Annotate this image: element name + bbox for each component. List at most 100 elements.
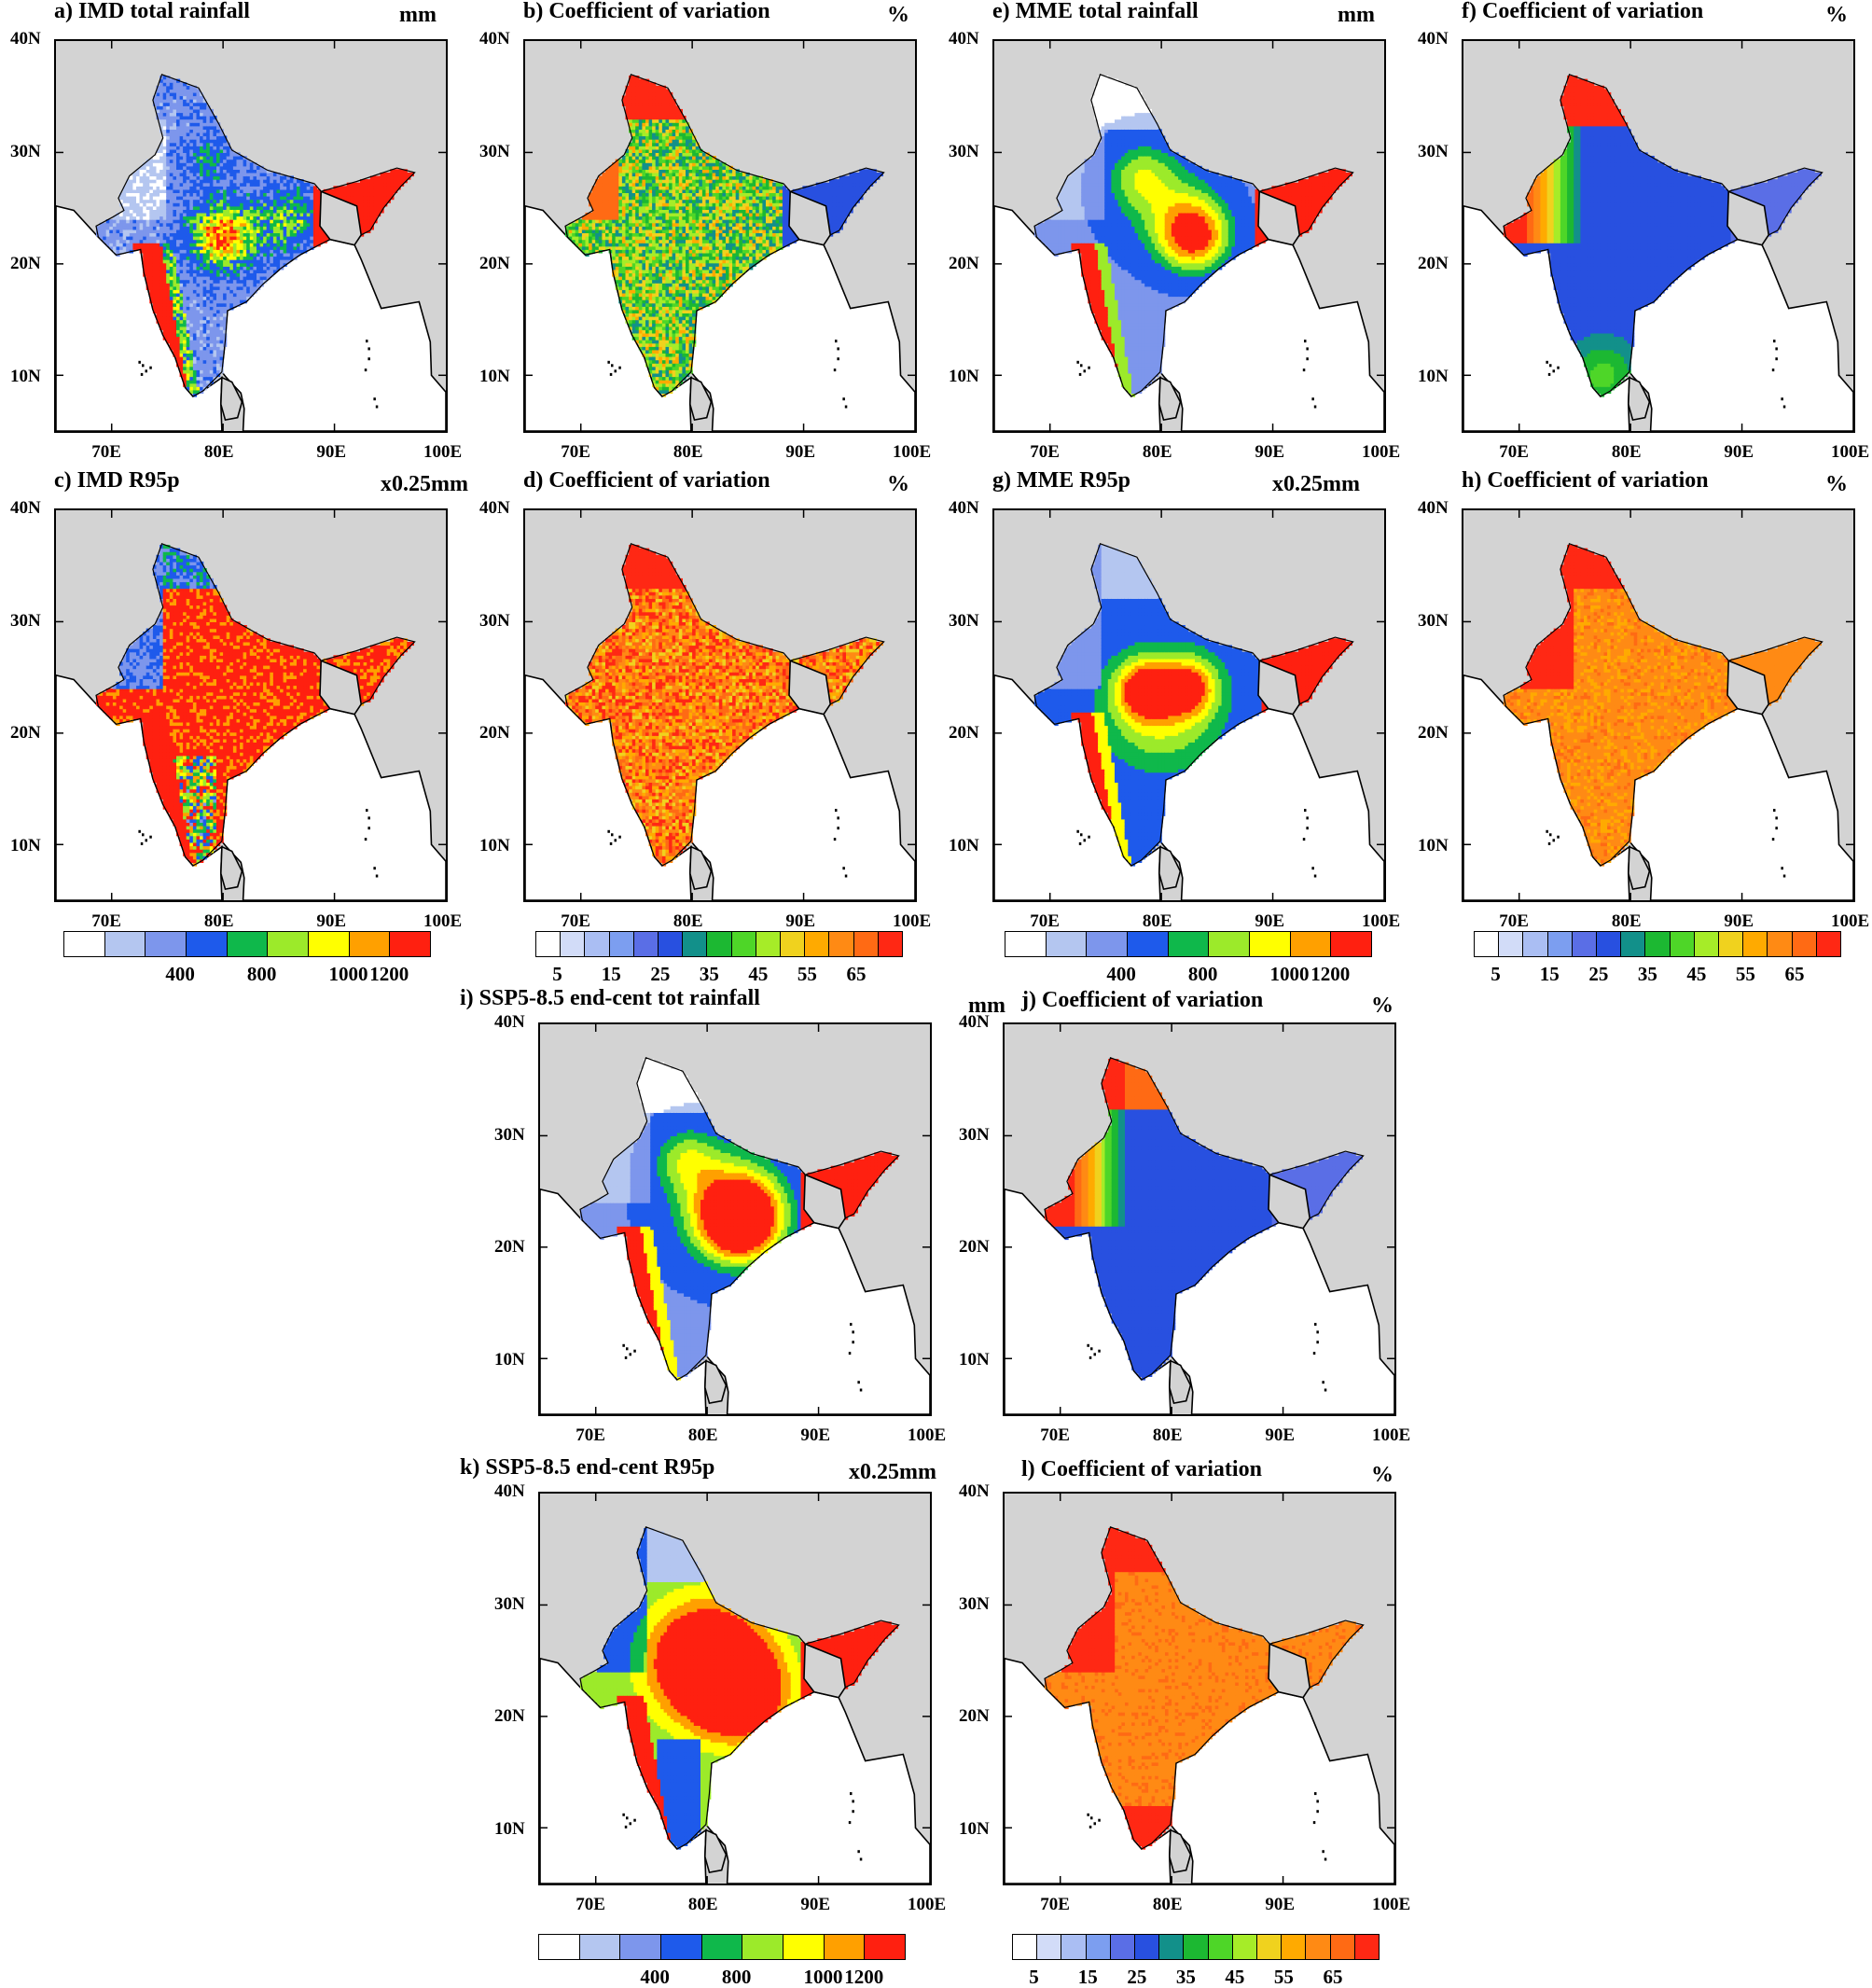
lon-label: 100E xyxy=(893,912,931,930)
lon-label: 80E xyxy=(204,443,234,461)
lon-label: 100E xyxy=(423,912,462,930)
colorbar-swatch xyxy=(1523,932,1547,956)
colorbar-label: 25 xyxy=(1588,965,1608,984)
island xyxy=(1094,1822,1097,1825)
colorbar-swatch xyxy=(1475,932,1499,956)
island xyxy=(1088,367,1090,369)
map-frame xyxy=(54,39,448,433)
lon-label: 100E xyxy=(1362,443,1400,461)
lon-label: 90E xyxy=(800,1426,830,1444)
colorbar-swatch xyxy=(1282,1935,1306,1959)
lon-label: 70E xyxy=(561,443,590,461)
island xyxy=(626,1816,629,1819)
island xyxy=(1316,1341,1319,1343)
colorbar-swatch xyxy=(1719,932,1743,956)
lon-label: 70E xyxy=(1040,1896,1070,1913)
lat-label: 20N xyxy=(479,724,510,742)
colorbar-label: 15 xyxy=(1540,965,1560,984)
island xyxy=(610,842,613,845)
colorbar-cv xyxy=(1474,931,1841,957)
island xyxy=(376,406,379,409)
colorbar-label: 45 xyxy=(1225,1967,1244,1987)
lat-label: 10N xyxy=(959,1820,990,1838)
lon-label: 100E xyxy=(908,1426,946,1444)
island xyxy=(373,397,376,400)
map-svg xyxy=(994,41,1384,431)
island xyxy=(142,833,145,836)
colorbar-label: 35 xyxy=(700,965,719,984)
island xyxy=(630,1822,632,1825)
colorbar-label: 1200 xyxy=(844,1967,883,1987)
colorbar-swatch xyxy=(539,1935,580,1959)
lat-label: 10N xyxy=(959,1351,990,1369)
island xyxy=(146,369,148,372)
colorbar-swatch xyxy=(561,932,585,956)
island xyxy=(138,361,141,364)
island xyxy=(1306,357,1309,360)
lat-label: 30N xyxy=(1418,612,1449,630)
island xyxy=(1773,809,1776,812)
map-frame xyxy=(992,39,1386,433)
island xyxy=(1772,368,1775,371)
lon-label: 90E xyxy=(1265,1896,1295,1913)
panel-unit: % xyxy=(1825,4,1848,26)
colorbar-swatch xyxy=(1817,932,1840,956)
lat-label: 40N xyxy=(494,1482,525,1500)
island xyxy=(850,1792,853,1795)
colorbar-swatch xyxy=(634,932,659,956)
island xyxy=(625,1356,628,1359)
island xyxy=(860,1389,863,1392)
lat-label: 10N xyxy=(1418,368,1449,385)
map-svg xyxy=(540,1494,930,1884)
island xyxy=(1084,839,1087,841)
island xyxy=(1781,397,1783,400)
colorbar-swatch xyxy=(707,932,731,956)
lat-label: 40N xyxy=(494,1013,525,1031)
colorbar-swatch xyxy=(732,932,756,956)
island xyxy=(1324,1389,1327,1392)
map-frame xyxy=(1462,39,1855,433)
lat-label: 30N xyxy=(10,143,41,160)
panel-title: h) Coefficient of variation xyxy=(1462,469,1709,492)
island xyxy=(625,1826,628,1828)
island xyxy=(622,1344,625,1347)
island xyxy=(146,839,148,841)
colorbar-label: 15 xyxy=(1078,1967,1098,1987)
panel-unit: x0.25mm xyxy=(381,473,468,495)
island xyxy=(1313,1821,1316,1824)
island xyxy=(615,839,617,841)
colorbar-swatch xyxy=(1291,932,1332,956)
island xyxy=(1076,361,1079,364)
island xyxy=(1553,839,1556,841)
lon-label: 80E xyxy=(204,912,234,930)
colorbar-label: 1200 xyxy=(369,965,409,984)
colorbar-swatch xyxy=(350,932,391,956)
colorbar-swatch xyxy=(585,932,609,956)
colorbar-rainfall xyxy=(1005,931,1372,957)
colorbar-swatch xyxy=(1037,1935,1061,1959)
colorbar-label: 800 xyxy=(1188,965,1218,984)
island xyxy=(835,340,838,342)
colorbar-swatch xyxy=(1128,932,1169,956)
lon-label: 90E xyxy=(316,912,346,930)
island xyxy=(1546,361,1548,364)
colorbar-label: 25 xyxy=(1127,1967,1146,1987)
lat-label: 20N xyxy=(959,1238,990,1256)
colorbar-label: 65 xyxy=(1323,1967,1342,1987)
colorbar-swatch xyxy=(702,1935,743,1959)
island xyxy=(365,838,367,841)
lat-label: 10N xyxy=(10,837,41,855)
map-svg xyxy=(540,1024,930,1414)
map-frame xyxy=(1003,1492,1396,1885)
island xyxy=(607,361,610,364)
colorbar-swatch xyxy=(1087,932,1128,956)
island xyxy=(837,827,839,829)
lon-label: 100E xyxy=(1362,912,1400,930)
colorbar-swatch xyxy=(1306,1935,1330,1959)
lon-label: 70E xyxy=(561,912,590,930)
map-frame xyxy=(54,508,448,902)
island xyxy=(1084,369,1087,372)
lon-label: 80E xyxy=(1153,1896,1183,1913)
island xyxy=(367,347,370,350)
colorbar-label: 800 xyxy=(722,1967,752,1987)
